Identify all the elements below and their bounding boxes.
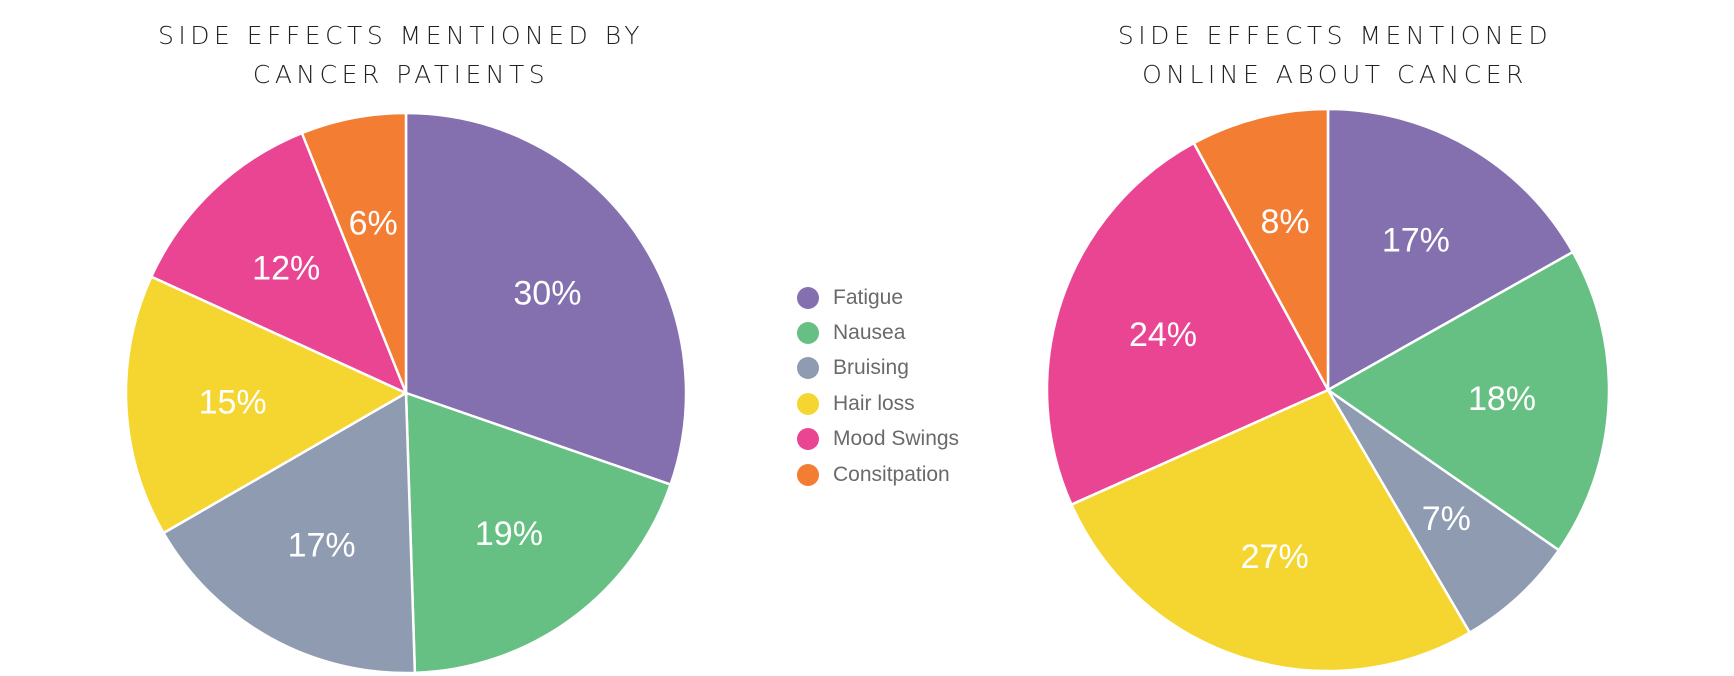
legend-label: Consitpation bbox=[833, 462, 950, 486]
legend-swatch bbox=[797, 428, 819, 451]
chart-title-right: SIDE EFFECTS MENTIONED ONLINE ABOUT CANC… bbox=[985, 16, 1685, 94]
data-label: 8% bbox=[1261, 203, 1310, 241]
data-label: 15% bbox=[199, 383, 267, 421]
legend-swatch bbox=[797, 286, 819, 309]
legend-swatch bbox=[797, 357, 819, 380]
data-label: 27% bbox=[1241, 538, 1309, 576]
data-label: 17% bbox=[288, 527, 356, 565]
data-label: 30% bbox=[513, 274, 581, 312]
data-label: 6% bbox=[349, 205, 398, 243]
pie-slice-fatigue bbox=[1326, 107, 1575, 393]
data-label: 19% bbox=[475, 515, 543, 553]
legend-label: Nausea bbox=[833, 321, 906, 345]
pie-slice-mood-swings bbox=[1045, 141, 1330, 507]
legend-swatch bbox=[797, 392, 819, 415]
pie-slice-consitpation bbox=[300, 111, 408, 394]
title-line: SIDE EFFECTS MENTIONED bbox=[1117, 21, 1553, 50]
legend-item: Consitpation bbox=[797, 457, 959, 492]
legend-label: Hair loss bbox=[833, 391, 915, 415]
data-label: 12% bbox=[252, 249, 320, 287]
pie-slice-nausea bbox=[404, 391, 673, 675]
pie-slice-nausea bbox=[1325, 250, 1611, 552]
pie-slice-bruising bbox=[161, 390, 417, 675]
data-label: 7% bbox=[1422, 500, 1471, 538]
data-label: 24% bbox=[1129, 316, 1197, 354]
title-line: SIDE EFFECTS MENTIONED BY bbox=[158, 21, 644, 50]
pie-slice-bruising bbox=[1326, 388, 1561, 635]
legend-label: Mood Swings bbox=[833, 427, 960, 451]
pie-slice-consitpation bbox=[1192, 107, 1330, 391]
data-label: 17% bbox=[1382, 222, 1450, 260]
title-line: ONLINE ABOUT CANCER bbox=[1142, 60, 1528, 89]
title-line: CANCER PATIENTS bbox=[252, 60, 550, 89]
legend-swatch bbox=[797, 463, 819, 486]
legend-item: Bruising bbox=[797, 351, 959, 386]
legend-item: Fatigue bbox=[797, 280, 959, 315]
legend-label: Fatigue bbox=[833, 285, 904, 309]
legend: Fatigue Nausea Bruising Hair loss Mood S… bbox=[797, 280, 959, 492]
legend-label: Bruising bbox=[833, 356, 909, 380]
chart-title-left: SIDE EFFECTS MENTIONED BY CANCER PATIENT… bbox=[51, 16, 751, 94]
legend-item: Hair loss bbox=[797, 386, 959, 421]
legend-swatch bbox=[797, 322, 819, 345]
legend-item: Mood Swings bbox=[797, 422, 959, 457]
pie-slice-fatigue bbox=[404, 111, 688, 487]
data-label: 18% bbox=[1468, 380, 1536, 418]
pie-slice-hair-loss bbox=[124, 275, 409, 535]
legend-item: Nausea bbox=[797, 315, 959, 350]
pie-slice-mood-swings bbox=[149, 131, 409, 396]
